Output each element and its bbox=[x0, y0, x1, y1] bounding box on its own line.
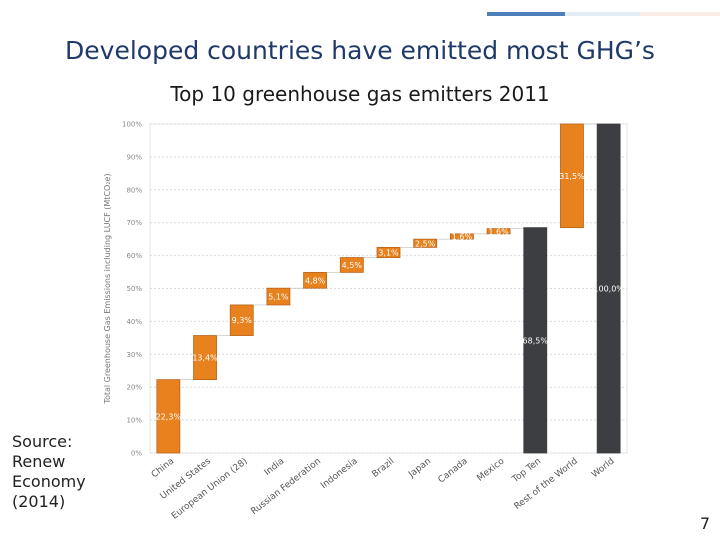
data-label: 1,6% bbox=[488, 227, 509, 236]
x-tick-label: Rest of the World bbox=[513, 456, 580, 512]
y-tick-label: 90% bbox=[126, 153, 142, 161]
y-tick-label: 40% bbox=[126, 318, 142, 326]
x-tick-label: World bbox=[590, 456, 616, 480]
bar bbox=[303, 271, 328, 289]
bar bbox=[486, 228, 511, 235]
data-label: 68,5% bbox=[523, 336, 549, 345]
header-accent-bar bbox=[487, 12, 565, 16]
bar bbox=[449, 233, 474, 240]
header-accent-bar-light bbox=[565, 12, 640, 16]
y-axis-label: Total Greenhouse Gas Emissions including… bbox=[103, 173, 112, 404]
y-tick-label: 60% bbox=[126, 252, 142, 260]
slide-title: Developed countries have emitted most GH… bbox=[65, 36, 655, 65]
y-tick-label: 0% bbox=[131, 450, 142, 458]
bar bbox=[596, 123, 621, 454]
y-tick-label: 100% bbox=[122, 121, 142, 129]
bar bbox=[523, 227, 548, 454]
header-accent-bar-faint bbox=[640, 12, 720, 16]
data-label: 2,5% bbox=[415, 239, 436, 248]
x-tick-label: China bbox=[150, 456, 176, 480]
x-tick-label: India bbox=[263, 456, 287, 477]
bar bbox=[229, 304, 254, 336]
bar bbox=[376, 246, 401, 258]
x-tick-label: Russian Federation bbox=[249, 456, 322, 516]
y-tick-label: 80% bbox=[126, 186, 142, 194]
bar bbox=[266, 287, 291, 306]
y-tick-label: 50% bbox=[126, 285, 142, 293]
x-tick-label: Canada bbox=[437, 456, 470, 485]
data-label: 13,4% bbox=[192, 354, 218, 363]
source-note: Source: Renew Economy (2014) bbox=[12, 432, 86, 511]
bar bbox=[156, 379, 181, 454]
bar bbox=[193, 335, 217, 381]
x-tick-label: Brazil bbox=[370, 456, 396, 479]
y-tick-label: 20% bbox=[126, 384, 142, 392]
bar bbox=[560, 123, 584, 229]
page-number: 7 bbox=[699, 514, 710, 533]
data-label: 4,8% bbox=[305, 276, 326, 285]
x-tick-label: Japan bbox=[406, 456, 433, 480]
data-label: 9,3% bbox=[232, 316, 253, 325]
bar bbox=[413, 238, 438, 248]
data-label: 100,0% bbox=[593, 285, 624, 294]
bar bbox=[339, 257, 364, 273]
data-label: 1,6% bbox=[452, 233, 473, 242]
data-label: 4,5% bbox=[342, 261, 363, 270]
chart-title: Top 10 greenhouse gas emitters 2011 bbox=[170, 82, 550, 106]
data-label: 22,3% bbox=[156, 412, 182, 421]
x-tick-label: Top Ten bbox=[510, 456, 543, 485]
data-label: 5,1% bbox=[268, 293, 289, 302]
y-tick-label: 70% bbox=[126, 219, 142, 227]
x-tick-label: Indonesia bbox=[319, 456, 359, 491]
x-tick-label: Mexico bbox=[475, 456, 506, 484]
y-tick-label: 10% bbox=[126, 417, 142, 425]
y-tick-label: 30% bbox=[126, 351, 142, 359]
data-label: 31,5% bbox=[559, 172, 585, 181]
data-label: 3,1% bbox=[378, 248, 399, 257]
